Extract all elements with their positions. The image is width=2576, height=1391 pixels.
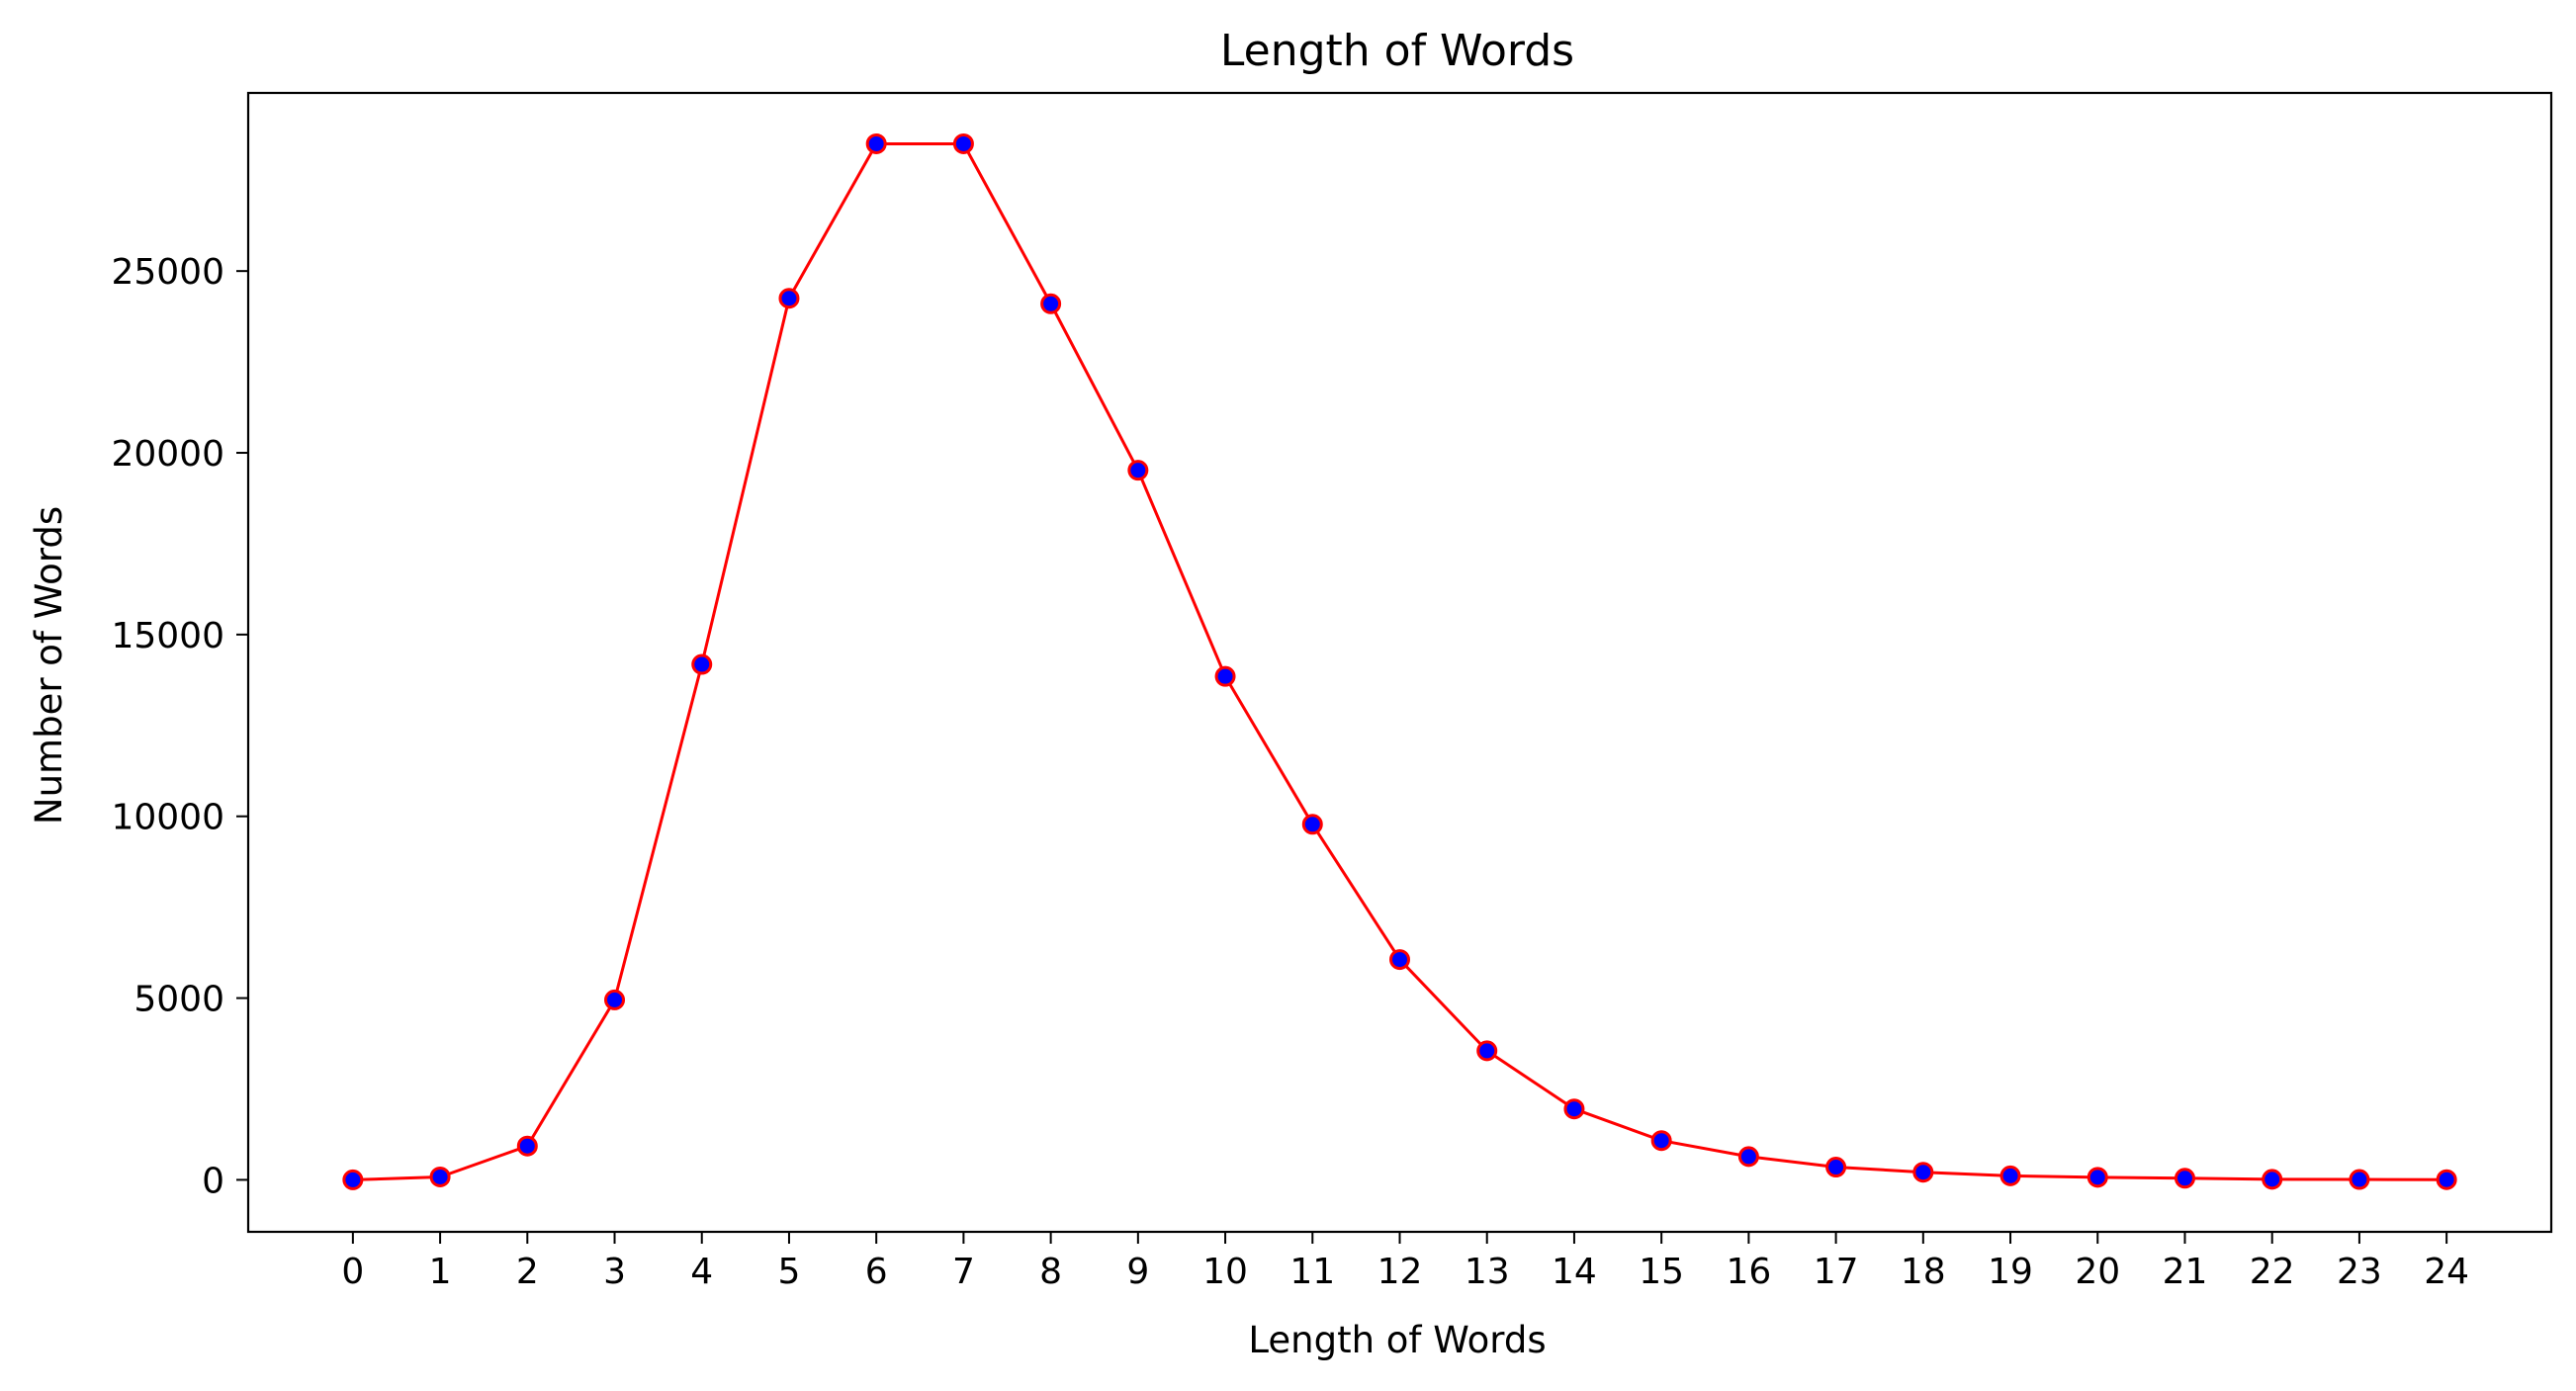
- x-tick-label: 23: [2337, 1252, 2382, 1292]
- y-tick-label: 10000: [111, 798, 224, 838]
- y-axis-label: Number of Words: [28, 506, 70, 825]
- x-tick-label: 2: [516, 1252, 539, 1292]
- x-axis-ticks: 0 1 2 3 4 5 6 7 8 9 10 11 12 13 14 15 16 17 18 19 20 21 22 23 24: [341, 1232, 2469, 1292]
- x-tick-label: 17: [1814, 1252, 1859, 1292]
- x-tick-label: 15: [1639, 1252, 1684, 1292]
- data-point: [2436, 1169, 2457, 1190]
- x-tick-label: 1: [429, 1252, 452, 1292]
- data-point: [1476, 1040, 1498, 1062]
- x-tick-label: 19: [1988, 1252, 2033, 1292]
- x-tick-label: 14: [1552, 1252, 1597, 1292]
- data-point: [1912, 1162, 1934, 1183]
- data-point: [1825, 1157, 1847, 1178]
- data-point: [2087, 1167, 2108, 1188]
- data-point: [342, 1169, 364, 1190]
- data-point: [1999, 1165, 2021, 1186]
- data-point: [604, 989, 626, 1010]
- data-point: [1389, 949, 1410, 971]
- x-tick-label: 8: [1039, 1252, 1062, 1292]
- x-tick-label: 5: [778, 1252, 801, 1292]
- data-point: [2349, 1169, 2370, 1190]
- y-axis-ticks: 0 5000 10000 15000 20000 25000: [111, 252, 248, 1201]
- data-point: [2174, 1168, 2195, 1189]
- x-tick-label: 16: [1726, 1252, 1771, 1292]
- data-point: [1650, 1130, 1672, 1152]
- x-tick-label: 18: [1901, 1252, 1946, 1292]
- data-point: [1127, 460, 1149, 481]
- x-tick-label: 0: [341, 1252, 364, 1292]
- x-tick-label: 3: [603, 1252, 626, 1292]
- data-point: [1214, 665, 1236, 687]
- x-tick-label: 22: [2250, 1252, 2295, 1292]
- data-point: [516, 1135, 538, 1157]
- data-point: [691, 653, 713, 675]
- x-tick-label: 12: [1377, 1252, 1423, 1292]
- data-point: [952, 132, 974, 154]
- x-tick-label: 9: [1126, 1252, 1149, 1292]
- x-tick-label: 10: [1202, 1252, 1248, 1292]
- x-tick-label: 21: [2163, 1252, 2208, 1292]
- x-tick-label: 7: [952, 1252, 975, 1292]
- x-tick-label: 13: [1465, 1252, 1510, 1292]
- y-tick-label: 20000: [111, 434, 224, 475]
- data-point: [1563, 1098, 1585, 1120]
- data-point: [2262, 1169, 2283, 1190]
- x-tick-label: 24: [2424, 1252, 2469, 1292]
- data-point: [865, 132, 887, 154]
- data-point: [778, 288, 800, 309]
- x-tick-label: 11: [1289, 1252, 1335, 1292]
- y-tick-label: 15000: [111, 616, 224, 656]
- data-point: [1737, 1146, 1759, 1168]
- data-point: [1301, 814, 1323, 835]
- data-point: [1040, 293, 1062, 314]
- x-tick-label: 4: [690, 1252, 713, 1292]
- plot-area: [342, 132, 2457, 1190]
- chart-title: Length of Words: [1220, 26, 1574, 76]
- x-tick-label: 20: [2075, 1252, 2120, 1292]
- y-tick-label: 0: [202, 1161, 224, 1201]
- x-axis-label: Length of Words: [1248, 1319, 1546, 1361]
- y-tick-label: 25000: [111, 252, 224, 293]
- x-tick-label: 6: [865, 1252, 888, 1292]
- y-tick-label: 5000: [133, 980, 224, 1020]
- data-point: [429, 1166, 451, 1187]
